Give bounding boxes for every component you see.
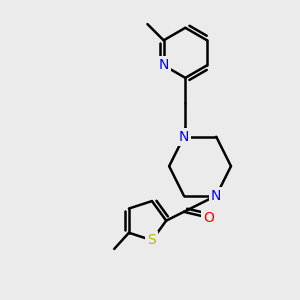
- Text: O: O: [203, 211, 214, 225]
- Text: N: N: [211, 189, 221, 202]
- Text: N: N: [179, 130, 189, 144]
- Text: N: N: [158, 58, 169, 72]
- Text: S: S: [148, 233, 156, 247]
